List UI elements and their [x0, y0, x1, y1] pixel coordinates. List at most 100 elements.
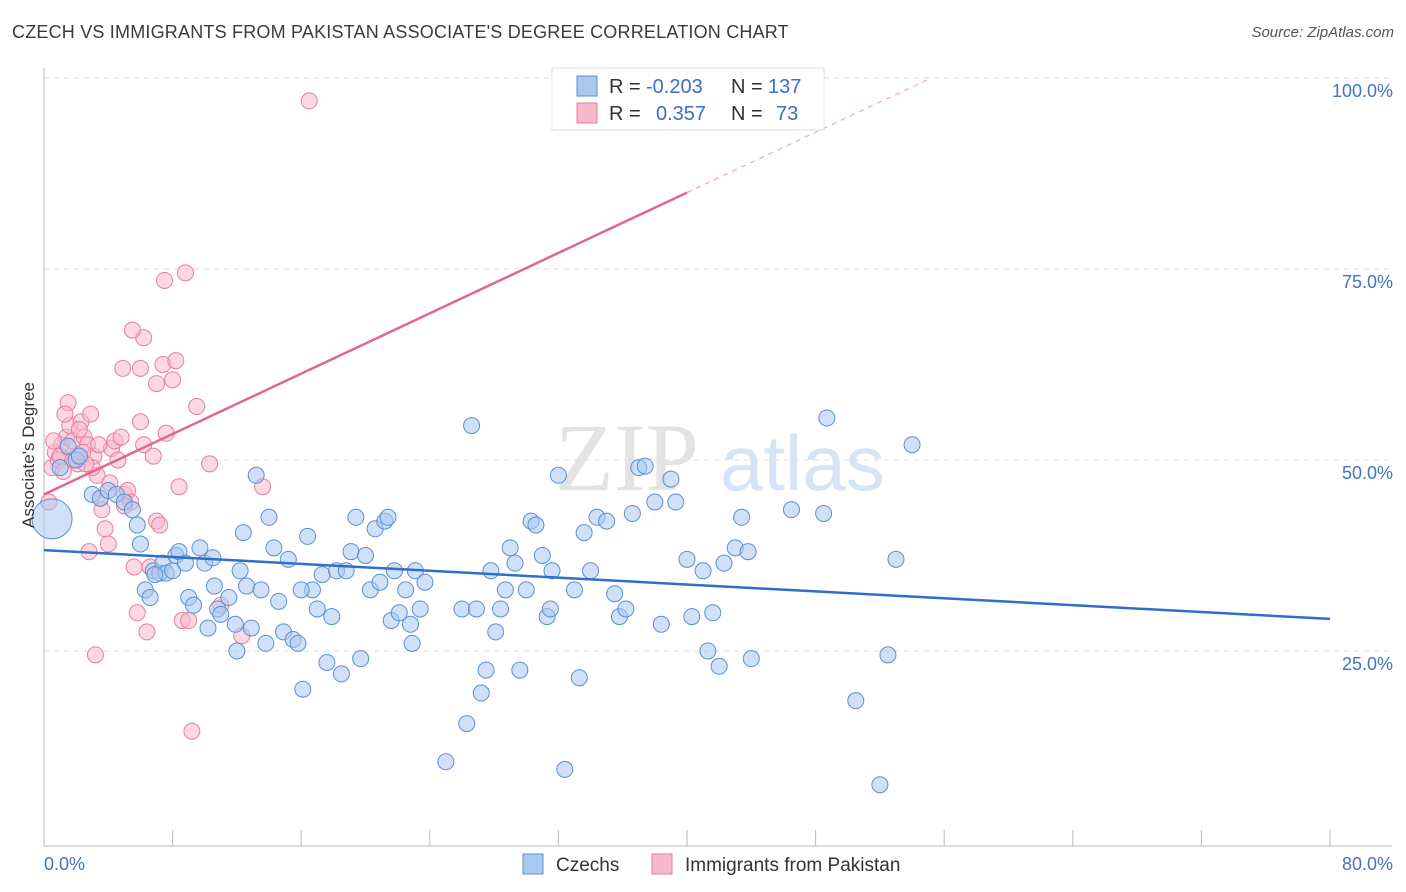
czech-point-44 [279, 550, 297, 568]
czech-point-94 [556, 760, 574, 778]
pak-point-34 [144, 447, 162, 465]
czech-point-128 [887, 550, 905, 568]
czech-point-104 [623, 504, 641, 522]
czech-point-78 [472, 684, 490, 702]
czech-point-55 [332, 665, 350, 683]
czech-point-101 [606, 585, 624, 603]
czech-point-86 [511, 661, 529, 679]
pak-point-43 [180, 611, 198, 629]
chart-title: CZECH VS IMMIGRANTS FROM PAKISTAN ASSOCI… [12, 22, 789, 42]
czech-point-127 [879, 646, 897, 664]
czech-point-0 [31, 498, 73, 540]
series-czech-points [31, 409, 921, 794]
czech-point-119 [733, 508, 751, 526]
czech-point-87 [517, 581, 535, 599]
czech-point-57 [342, 543, 360, 561]
czech-point-109 [662, 470, 680, 488]
tick-labels: 25.0% 50.0% 75.0% 100.0% 0.0% 80.0% [44, 81, 1393, 874]
czech-point-41 [265, 539, 283, 557]
trend-lines [43, 78, 1331, 621]
czech-point-42 [270, 592, 288, 610]
czech-point-39 [257, 634, 275, 652]
czech-point-65 [379, 508, 397, 526]
czech-point-67 [385, 562, 403, 580]
pak-point-68 [188, 398, 206, 416]
czech-point-76 [463, 417, 481, 435]
pak-point-41 [170, 478, 188, 496]
pak-point-71 [56, 405, 74, 423]
czech-point-93 [549, 466, 567, 484]
legend-n-label-1: N = [731, 76, 763, 98]
czech-point-11 [128, 516, 146, 534]
czech-point-51 [313, 566, 331, 584]
czech-point-80 [482, 562, 500, 580]
axes [43, 68, 1392, 847]
y-tick-label-1: 50.0% [1342, 463, 1393, 483]
czech-point-50 [308, 600, 326, 618]
czech-point-72 [411, 600, 429, 618]
czech-point-60 [357, 547, 374, 564]
legend-r-value-czech: -0.203 [646, 76, 703, 98]
czech-point-116 [710, 657, 728, 675]
series-legend: Czechs Immigrants from Pakistan [522, 853, 900, 876]
czech-point-48 [299, 527, 317, 545]
y-axis-label: Associate's Degree [19, 382, 38, 528]
czech-point-58 [347, 508, 365, 526]
czech-point-129 [903, 436, 921, 454]
pak-point-66 [86, 646, 104, 664]
legend-czech-swatch [576, 75, 598, 97]
czech-point-70 [402, 615, 420, 633]
watermark-atlas: atlas [720, 419, 885, 507]
pak-point-24 [112, 428, 130, 446]
pak-point-36 [151, 516, 169, 534]
y-tick-label-3: 100.0% [1332, 81, 1393, 101]
pak-point-32 [138, 623, 156, 641]
czech-point-38 [252, 581, 270, 599]
czech-trend-line [43, 548, 1331, 621]
czech-point-68 [390, 604, 408, 622]
czech-point-53 [323, 608, 341, 626]
czech-point-82 [492, 600, 510, 618]
czech-point-125 [847, 692, 865, 710]
czech-point-77 [467, 600, 485, 618]
czech-point-111 [678, 550, 696, 568]
czech-point-84 [501, 539, 519, 557]
czech-point-108 [652, 615, 670, 633]
pak-trend-extension [686, 78, 929, 194]
czech-point-59 [352, 650, 370, 668]
czech-point-10 [123, 501, 141, 519]
czech-point-113 [694, 562, 712, 580]
chart-source: Source: ZipAtlas.com [1251, 24, 1394, 41]
czech-point-110 [667, 493, 685, 511]
czech-point-123 [815, 504, 833, 522]
czech-point-25 [191, 539, 209, 557]
pak-point-30 [131, 413, 149, 431]
pak-point-19 [96, 520, 114, 538]
pak-point-39 [164, 371, 182, 389]
pak-point-51 [70, 420, 88, 438]
bottom-legend-pak-label: Immigrants from Pakistan [685, 855, 900, 876]
bottom-legend-czech-label: Czechs [556, 855, 619, 876]
czech-point-14 [141, 589, 159, 607]
czech-point-132 [146, 566, 164, 584]
pak-trend-line [43, 191, 688, 496]
pak-point-58 [90, 436, 108, 454]
czech-point-35 [238, 577, 256, 595]
legend-pak-swatch [576, 102, 598, 124]
czech-point-83 [496, 581, 514, 599]
czech-point-74 [453, 600, 471, 618]
pak-point-69 [123, 321, 141, 339]
legend-r-value-pak: 0.357 [656, 103, 706, 125]
czech-point-89 [527, 516, 545, 534]
czech-point-32 [226, 615, 244, 633]
czech-point-124 [818, 409, 836, 427]
pak-point-28 [125, 558, 143, 576]
czech-point-115 [704, 604, 722, 622]
legend-r-label-2: R = [609, 103, 641, 125]
czech-point-27 [199, 619, 217, 637]
czech-point-112 [683, 608, 701, 626]
pak-point-61 [148, 375, 166, 393]
czech-point-95 [565, 581, 583, 599]
czech-point-117 [715, 554, 733, 572]
czech-point-52 [318, 653, 336, 671]
